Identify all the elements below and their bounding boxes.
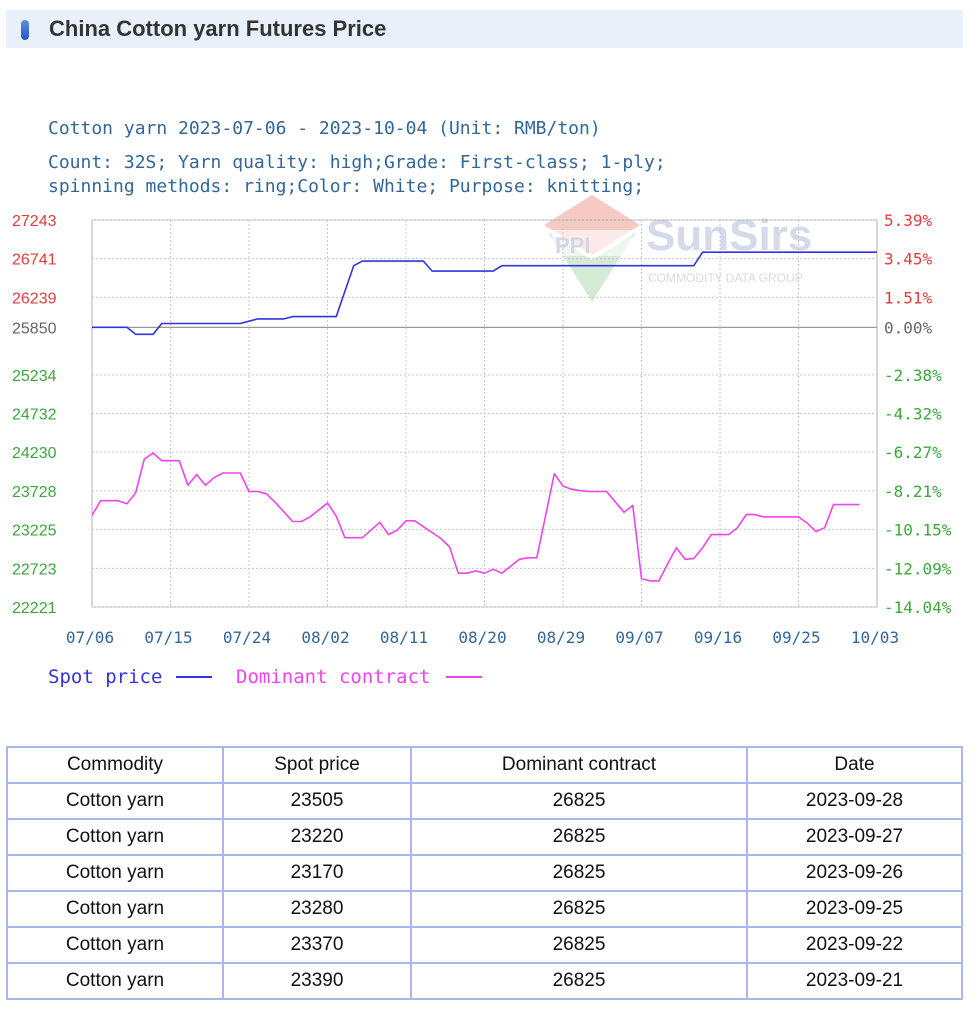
cell-dominant-contract: 26825 xyxy=(410,854,748,892)
cell-dominant-contract: 26825 xyxy=(410,890,748,928)
cell-dominant-contract: 26825 xyxy=(410,782,748,820)
x-tick-label: 10/03 xyxy=(851,628,899,647)
cell-date: 2023-09-22 xyxy=(746,926,963,964)
cell-spot-price: 23220 xyxy=(222,818,412,856)
cell-spot-price: 23390 xyxy=(222,962,412,1000)
left-tick-label: 26239 xyxy=(12,290,57,307)
cell-commodity: Cotton yarn xyxy=(6,854,224,892)
table-row: Cotton yarn 23170 26825 2023-09-26 xyxy=(6,854,963,892)
price-table: Commodity Spot price Dominant contract D… xyxy=(6,746,963,1000)
cell-commodity: Cotton yarn xyxy=(6,818,224,856)
right-tick-label: 5.39% xyxy=(884,211,933,230)
cell-date: 2023-09-26 xyxy=(746,854,963,892)
legend: Spot price Dominant contract xyxy=(48,666,482,688)
x-tick-label: 09/16 xyxy=(694,628,742,647)
left-tick-label: 25234 xyxy=(12,368,57,385)
left-axis-ticks: 27243 26741 26239 25850 25234 24732 24230 23728… xyxy=(12,213,57,617)
col-header-spot-price: Spot price xyxy=(222,746,412,784)
col-header-commodity: Commodity xyxy=(6,746,224,784)
x-tick-label: 07/06 xyxy=(66,628,114,647)
x-tick-label: 07/24 xyxy=(223,628,271,647)
cell-spot-price: 23170 xyxy=(222,854,412,892)
cell-date: 2023-09-27 xyxy=(746,818,963,856)
legend-dominant-label: Dominant contract xyxy=(236,666,430,688)
right-tick-label: -12.09% xyxy=(884,559,952,578)
cell-commodity: Cotton yarn xyxy=(6,962,224,1000)
table-header-row: Commodity Spot price Dominant contract D… xyxy=(6,746,963,784)
left-tick-label: 22221 xyxy=(12,600,57,617)
right-tick-label: -6.27% xyxy=(884,443,942,462)
cell-dominant-contract: 26825 xyxy=(410,818,748,856)
table-row: Cotton yarn 23505 26825 2023-09-28 xyxy=(6,782,963,820)
dominant-contract-line xyxy=(91,452,860,582)
left-tick-label: 24732 xyxy=(12,407,57,424)
watermark-subtext: COMMODITY DATA GROUP xyxy=(648,271,803,285)
right-tick-label: -14.04% xyxy=(884,598,952,617)
table-row: Cotton yarn 23390 26825 2023-09-21 xyxy=(6,962,963,1000)
section-title: China Cotton yarn Futures Price xyxy=(49,16,387,41)
right-tick-label: -4.32% xyxy=(884,405,942,424)
right-tick-label: -8.21% xyxy=(884,482,942,501)
cell-date: 2023-09-21 xyxy=(746,962,963,1000)
left-tick-label: 27243 xyxy=(12,213,57,230)
x-tick-label: 09/25 xyxy=(772,628,820,647)
chart-subtitle-line2: spinning methods: ring;Color: White; Pur… xyxy=(48,176,644,197)
svg-text:PPI: PPI xyxy=(555,233,590,258)
grid xyxy=(92,219,877,608)
cell-spot-price: 23370 xyxy=(222,926,412,964)
x-tick-label: 08/20 xyxy=(458,628,506,647)
cell-dominant-contract: 26825 xyxy=(410,962,748,1000)
left-tick-label: 23225 xyxy=(12,523,57,540)
price-chart: Cotton yarn 2023-07-06 - 2023-10-04 (Uni… xyxy=(12,118,952,688)
cell-commodity: Cotton yarn xyxy=(6,926,224,964)
x-tick-label: 08/11 xyxy=(380,628,428,647)
left-tick-label: 26741 xyxy=(12,252,57,269)
x-axis-ticks: 07/06 07/15 07/24 08/02 08/11 08/20 08/29 09/07… xyxy=(66,628,899,647)
cell-commodity: Cotton yarn xyxy=(6,782,224,820)
right-tick-label: 0.00% xyxy=(884,318,933,337)
table-row: Cotton yarn 23370 26825 2023-09-22 xyxy=(6,926,963,964)
spot-price-line xyxy=(92,251,877,336)
x-tick-label: 07/15 xyxy=(144,628,192,647)
cell-date: 2023-09-25 xyxy=(746,890,963,928)
right-tick-label: -2.38% xyxy=(884,366,942,385)
right-tick-label: 1.51% xyxy=(884,288,933,307)
cell-dominant-contract: 26825 xyxy=(410,926,748,964)
cell-commodity: Cotton yarn xyxy=(6,890,224,928)
right-tick-label: 3.45% xyxy=(884,250,933,269)
sunsirs-watermark-logo: PPI SunSirs COMMODITY DATA GROUP xyxy=(544,195,812,302)
legend-spot-label: Spot price xyxy=(48,666,162,688)
chart-title: Cotton yarn 2023-07-06 - 2023-10-04 (Uni… xyxy=(48,118,601,139)
left-tick-label: 24230 xyxy=(12,445,57,462)
cell-spot-price: 23280 xyxy=(222,890,412,928)
left-tick-label: 22723 xyxy=(12,561,57,578)
left-tick-label: 25850 xyxy=(12,320,57,337)
right-axis-ticks: 5.39% 3.45% 1.51% 0.00% -2.38% -4.32% -6.27% -8… xyxy=(884,211,952,617)
right-tick-label: -10.15% xyxy=(884,521,952,540)
table-row: Cotton yarn 23280 26825 2023-09-25 xyxy=(6,890,963,928)
section-header: China Cotton yarn Futures Price xyxy=(6,10,963,48)
section-marker-icon xyxy=(21,20,29,40)
x-tick-label: 08/29 xyxy=(537,628,585,647)
chart-subtitle-line1: Count: 32S; Yarn quality: high;Grade: Fi… xyxy=(48,152,666,173)
col-header-dominant-contract: Dominant contract xyxy=(410,746,748,784)
cell-date: 2023-09-28 xyxy=(746,782,963,820)
x-tick-label: 09/07 xyxy=(615,628,663,647)
series-lines xyxy=(91,251,877,582)
left-tick-label: 23728 xyxy=(12,484,57,501)
x-tick-label: 08/02 xyxy=(301,628,349,647)
col-header-date: Date xyxy=(746,746,963,784)
cell-spot-price: 23505 xyxy=(222,782,412,820)
table-row: Cotton yarn 23220 26825 2023-09-27 xyxy=(6,818,963,856)
